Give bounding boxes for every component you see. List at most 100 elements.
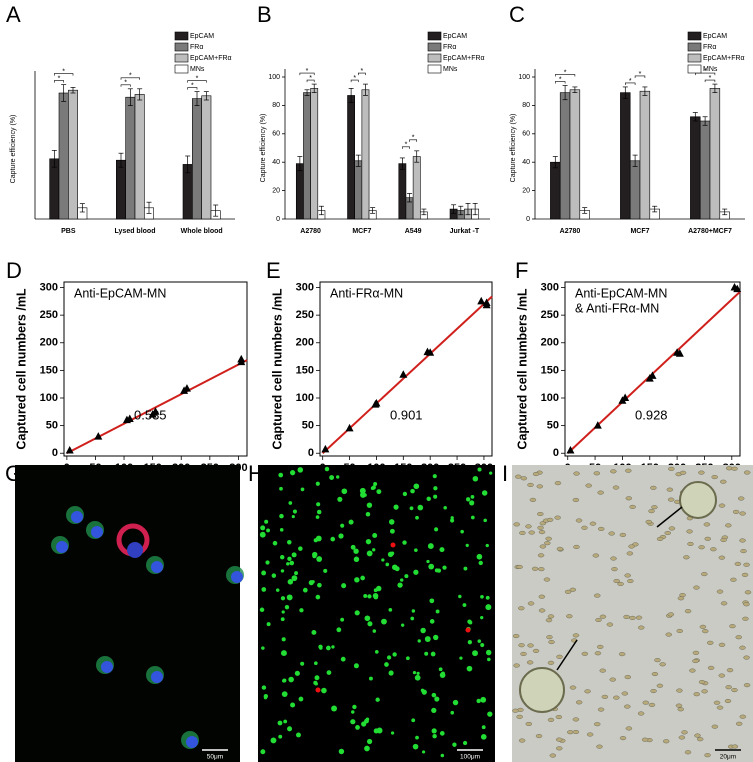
cell [462,603,467,607]
error-bar [552,156,558,169]
blood-cell [679,470,687,475]
y-tick-label: 150 [296,364,314,376]
cell [366,502,373,508]
legend-label: EpCAM+FRα [703,55,745,62]
legend-label: FRα [443,44,456,51]
data-point [237,357,246,366]
cell [286,594,293,601]
cell [438,667,443,672]
blood-cell [718,555,726,560]
significance-bracket [187,80,207,83]
plot-frame [63,281,248,457]
x-tick-label: PBS [61,228,76,235]
cell [299,608,304,613]
x-tick-label: Whole blood [181,228,223,235]
error-bar [118,152,124,168]
blood-cell [667,612,675,617]
error-bar [702,116,708,126]
y-tick-label: 20 [522,187,530,194]
arrow [656,506,683,528]
cell [452,742,457,747]
y-tick-label: 150 [40,364,58,376]
significance-label: * [191,82,194,89]
blood-cell [701,572,708,577]
blood-cell [693,585,700,590]
cell [353,556,360,563]
blood-cell [572,497,580,502]
blood-cell [554,515,561,520]
cell [435,609,440,614]
cell [431,728,437,734]
blood-cell [528,530,535,535]
blood-cell [610,469,617,474]
cell [428,563,435,570]
blood-cell [665,632,673,637]
cell [364,615,371,622]
cell [485,543,489,548]
cell [290,702,296,708]
cell [469,500,475,506]
blood-cell [667,497,675,502]
cell-nucleus [186,736,198,748]
blood-cell [525,524,532,529]
blood-cell [656,683,664,688]
cell [261,570,267,576]
bar [354,160,363,220]
cell [313,538,318,543]
cell [485,604,492,611]
blood-cell [621,691,629,696]
cell [281,637,286,642]
cell [352,704,357,710]
blood-cell [516,714,523,719]
blood-cell [608,531,615,536]
cell [331,645,335,649]
cell [341,583,347,589]
legend-label: EpCAM+FRα [443,55,485,62]
target-cell [465,627,471,633]
cell [372,548,376,552]
cell [261,685,267,690]
blood-cell [554,481,562,486]
cell [465,497,471,502]
error-bar [51,150,57,168]
blood-cell [612,485,620,490]
cell [373,482,378,487]
y-axis-label: Captured cell numbers /mL [515,288,529,450]
x-tick-label: A2780 [560,228,581,235]
blood-cell [692,658,699,664]
blood-cell [689,668,696,673]
cell [410,616,415,621]
significance-label: * [62,68,65,75]
cell [331,705,338,712]
blood-cell [676,688,683,693]
cell [485,649,492,656]
cell [440,753,445,758]
significance-label: * [704,68,707,75]
data-point [182,384,191,392]
blood-cell [595,617,602,623]
blood-cell [718,673,726,678]
blood-cell [716,589,724,594]
blood-cell [546,635,553,640]
blood-cell [555,714,563,720]
blood-cell [593,471,601,476]
cell [360,575,366,581]
data-point [151,407,160,415]
cell [288,501,293,505]
cell [340,523,345,528]
y-tick-label: 50 [547,420,559,432]
significance-bracket [625,82,636,85]
cell [336,627,342,633]
bar [192,98,202,220]
cell [351,710,355,714]
blood-cell [569,685,577,690]
cell [291,575,298,582]
error-bar [472,203,478,216]
blood-cell [651,505,658,510]
cell [367,621,373,627]
cell [388,670,394,676]
blood-cell [609,677,617,682]
significance-bracket [306,79,315,83]
cell [433,634,439,641]
blood-cell [537,553,545,558]
